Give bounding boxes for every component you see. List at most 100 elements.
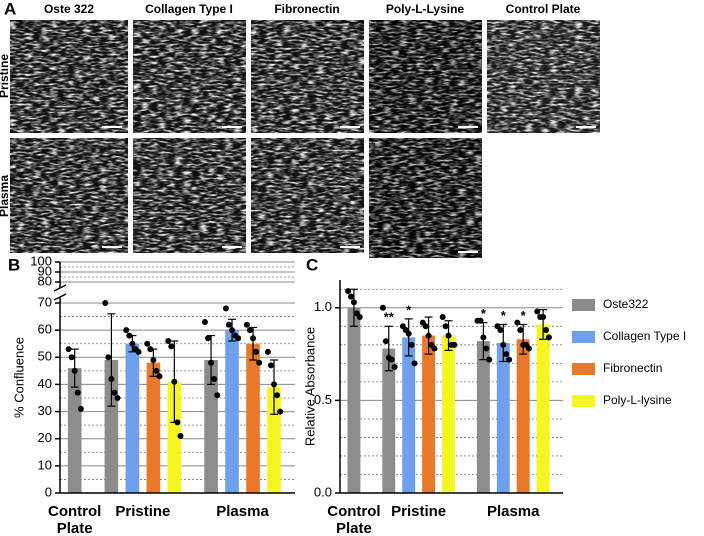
column-header: Control Plate xyxy=(506,2,581,16)
panel-label: A xyxy=(4,0,16,18)
axis-break xyxy=(53,293,67,301)
bar xyxy=(496,342,510,493)
data-point xyxy=(153,367,160,374)
axis-break xyxy=(53,284,67,292)
legend-swatch xyxy=(572,299,595,311)
y-tick-label: 1.0 xyxy=(314,299,332,314)
bar xyxy=(225,330,239,493)
data-point xyxy=(545,334,552,341)
y-tick-label: 70 xyxy=(38,294,52,309)
data-point xyxy=(77,405,84,412)
data-point xyxy=(477,317,484,324)
data-point xyxy=(243,321,250,328)
data-point xyxy=(214,392,221,399)
micrograph xyxy=(369,20,482,133)
data-point xyxy=(201,319,208,325)
data-point xyxy=(405,330,412,337)
data-point xyxy=(483,345,490,352)
micrograph xyxy=(133,138,246,253)
data-point xyxy=(229,327,236,334)
panel-label: B xyxy=(8,255,20,274)
data-point xyxy=(350,299,357,306)
data-point xyxy=(445,332,452,339)
data-point xyxy=(500,341,507,348)
panel-label: C xyxy=(306,255,318,274)
data-point xyxy=(526,345,533,352)
x-tick-label: Plasma xyxy=(216,503,269,520)
data-point xyxy=(129,340,136,347)
bar xyxy=(246,343,260,493)
data-point xyxy=(451,341,458,348)
data-point xyxy=(431,345,438,352)
column-header: Poly-L-Lysine xyxy=(386,2,465,16)
data-point xyxy=(256,359,263,366)
data-point xyxy=(514,319,521,326)
legend-label: Collagen Type I xyxy=(603,329,686,343)
data-point xyxy=(271,381,278,388)
data-point xyxy=(267,362,274,369)
bar xyxy=(204,360,218,493)
y-tick-label: 60 xyxy=(38,322,52,337)
y-tick-label: 0.5 xyxy=(314,392,332,407)
y-tick-label: 30 xyxy=(38,403,52,418)
data-point xyxy=(480,334,487,341)
data-point xyxy=(253,348,260,355)
data-point xyxy=(388,356,395,363)
data-point xyxy=(382,338,389,345)
x-tick-label: Control Plate xyxy=(327,503,381,536)
micrograph xyxy=(133,20,246,133)
y-tick-label: 40 xyxy=(38,376,52,391)
y-tick-label: 10 xyxy=(38,457,52,472)
data-point xyxy=(250,335,257,342)
y-axis-title: Relative Absorbance xyxy=(302,327,317,446)
data-point xyxy=(540,314,547,321)
column-header: Fibronectin xyxy=(274,2,339,16)
bar xyxy=(382,348,396,493)
bar xyxy=(347,307,361,493)
data-point xyxy=(71,367,78,374)
bar xyxy=(516,339,530,493)
micrograph xyxy=(10,138,128,253)
data-point xyxy=(235,335,242,342)
data-point xyxy=(497,327,504,334)
data-point xyxy=(208,359,215,366)
data-point xyxy=(177,433,184,439)
data-point xyxy=(108,376,115,382)
data-point xyxy=(348,293,355,300)
data-point xyxy=(174,419,181,426)
x-tick-label: Pristine xyxy=(391,503,447,520)
micrograph xyxy=(10,20,128,133)
significance: ** xyxy=(384,310,395,325)
data-point xyxy=(442,323,449,330)
data-point xyxy=(246,327,253,334)
bar xyxy=(536,324,550,493)
data-point xyxy=(345,288,352,295)
data-point xyxy=(503,351,510,358)
data-point xyxy=(156,373,163,380)
column-header: Oste 322 xyxy=(44,2,94,16)
data-point xyxy=(274,392,281,399)
legend-swatch xyxy=(572,331,595,343)
y-axis-title: % Confluence xyxy=(11,337,26,418)
bar xyxy=(167,381,182,493)
row-label: Pristine xyxy=(0,54,11,98)
data-point xyxy=(356,314,363,321)
significance: * xyxy=(501,308,507,323)
data-point xyxy=(411,360,418,367)
micrographs xyxy=(10,20,600,258)
data-point xyxy=(150,357,157,363)
y-tick-label: 0.0 xyxy=(314,484,332,499)
x-tick-label: Plasma xyxy=(486,503,540,520)
data-point xyxy=(74,389,81,396)
data-point xyxy=(114,395,121,401)
data-point xyxy=(135,348,142,355)
data-point xyxy=(111,389,118,396)
data-point xyxy=(168,343,175,350)
significance: * xyxy=(406,302,412,317)
data-point xyxy=(68,354,75,361)
data-point xyxy=(171,378,178,385)
data-point xyxy=(439,314,446,321)
data-point xyxy=(144,340,151,347)
y-tick-label: 50 xyxy=(38,349,52,364)
